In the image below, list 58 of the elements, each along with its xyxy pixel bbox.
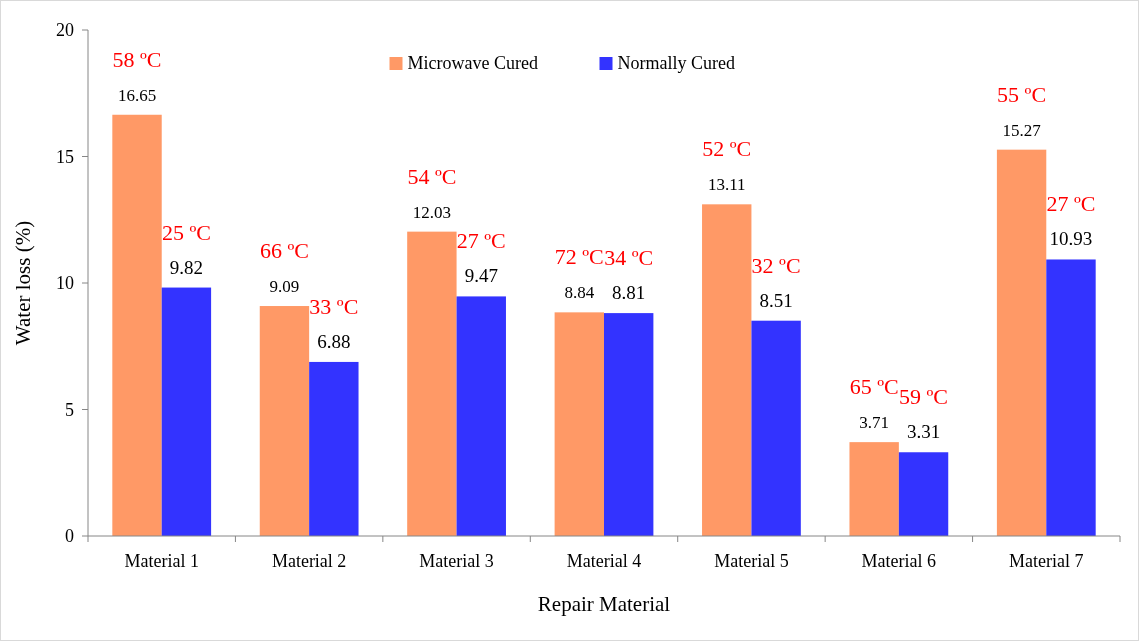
data-label: 16.65 — [117, 85, 157, 105]
data-label: 9.82 — [169, 256, 204, 278]
x-tick-label: Material 4 — [566, 551, 642, 571]
annotation: 54 ºC — [407, 163, 457, 189]
annotation: 33 ºC — [309, 293, 359, 319]
bar — [161, 287, 212, 536]
x-tick-label: Material 3 — [419, 551, 494, 571]
y-axis-title: Water loss (%) — [11, 220, 35, 346]
bar — [407, 231, 457, 536]
data-label: 3.71 — [859, 413, 890, 433]
y-tick-label: 5 — [65, 399, 74, 420]
bar — [849, 442, 899, 536]
y-tick-label: 15 — [56, 146, 74, 167]
legend-label: Microwave Cured — [407, 53, 538, 73]
x-tick-label: Material 2 — [271, 551, 347, 571]
x-axis-title: Repair Material — [537, 592, 671, 616]
data-label: 3.31 — [906, 421, 941, 443]
annotation: 27 ºC — [1046, 191, 1096, 217]
bar — [702, 204, 752, 536]
bar — [996, 149, 1047, 536]
data-label: 12.03 — [412, 202, 451, 222]
bar — [1046, 259, 1096, 536]
annotation: 55 ºC — [997, 81, 1047, 107]
x-tick-label: Material 6 — [861, 551, 937, 571]
data-label: 8.81 — [612, 282, 646, 304]
bar — [456, 296, 506, 536]
annotation: 58 ºC — [112, 46, 162, 72]
annotation: 27 ºC — [456, 228, 506, 254]
annotation: 52 ºC — [702, 136, 752, 162]
data-label: 15.27 — [1002, 120, 1042, 140]
bar — [554, 312, 604, 536]
y-tick-label: 0 — [65, 526, 74, 547]
annotation: 25 ºC — [161, 219, 211, 245]
bar — [898, 452, 949, 536]
bar — [604, 313, 654, 536]
data-label: 13.11 — [707, 175, 746, 195]
annotation: 32 ºC — [751, 252, 801, 278]
bar — [112, 114, 162, 536]
y-tick-label: 10 — [56, 273, 74, 294]
bar — [309, 361, 359, 536]
bar — [751, 320, 801, 536]
y-tick-label: 20 — [56, 20, 74, 41]
data-label: 8.84 — [564, 283, 595, 303]
data-label: 8.51 — [759, 289, 793, 311]
data-label: 10.93 — [1049, 228, 1093, 250]
data-label: 9.47 — [464, 265, 498, 287]
x-tick-label: Material 5 — [714, 551, 789, 571]
annotation: 34 ºC — [604, 245, 654, 271]
annotation: 72 ºC — [554, 244, 604, 270]
legend-label: Normally Cured — [617, 53, 735, 73]
annotation: 65 ºC — [849, 374, 899, 400]
data-label: 6.88 — [317, 330, 351, 352]
annotation: 66 ºC — [259, 238, 309, 264]
bar — [259, 306, 310, 536]
data-label: 9.09 — [269, 277, 300, 297]
x-tick-label: Material 1 — [124, 551, 199, 571]
x-tick-label: Material 7 — [1009, 551, 1084, 571]
annotation: 59 ºC — [899, 384, 949, 410]
